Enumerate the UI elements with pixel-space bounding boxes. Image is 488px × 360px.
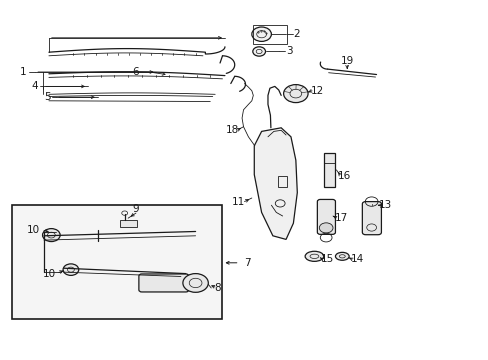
Text: 7: 7: [243, 258, 250, 268]
Text: 13: 13: [378, 200, 391, 210]
Circle shape: [42, 229, 60, 242]
Bar: [277, 176, 286, 187]
Text: 12: 12: [310, 86, 324, 96]
Circle shape: [283, 85, 307, 103]
Text: 15: 15: [320, 254, 334, 264]
Text: 19: 19: [340, 56, 353, 66]
Text: 9: 9: [132, 204, 139, 214]
Text: 10: 10: [27, 225, 40, 235]
Text: 6: 6: [132, 67, 139, 77]
Text: 3: 3: [285, 46, 292, 57]
Text: 8: 8: [214, 283, 221, 293]
Text: 1: 1: [20, 67, 27, 77]
Text: 17: 17: [334, 213, 347, 223]
Text: 18: 18: [225, 125, 239, 135]
Circle shape: [63, 264, 79, 275]
Circle shape: [252, 47, 265, 56]
Bar: [324, 153, 334, 187]
Text: 5: 5: [44, 92, 51, 102]
Ellipse shape: [305, 251, 323, 261]
Text: 2: 2: [292, 29, 299, 39]
Text: 4: 4: [32, 81, 39, 91]
Circle shape: [251, 27, 271, 41]
Circle shape: [319, 223, 332, 233]
Polygon shape: [254, 128, 297, 239]
Circle shape: [183, 274, 208, 292]
Bar: [253, 25, 286, 44]
Text: 16: 16: [337, 171, 351, 181]
Text: 11: 11: [231, 197, 245, 207]
Bar: [12, 205, 222, 319]
Bar: [120, 220, 137, 227]
FancyBboxPatch shape: [139, 274, 188, 292]
FancyBboxPatch shape: [317, 199, 335, 234]
Text: 14: 14: [349, 254, 363, 264]
FancyBboxPatch shape: [362, 202, 381, 235]
Ellipse shape: [335, 252, 348, 260]
Text: 10: 10: [42, 269, 55, 279]
